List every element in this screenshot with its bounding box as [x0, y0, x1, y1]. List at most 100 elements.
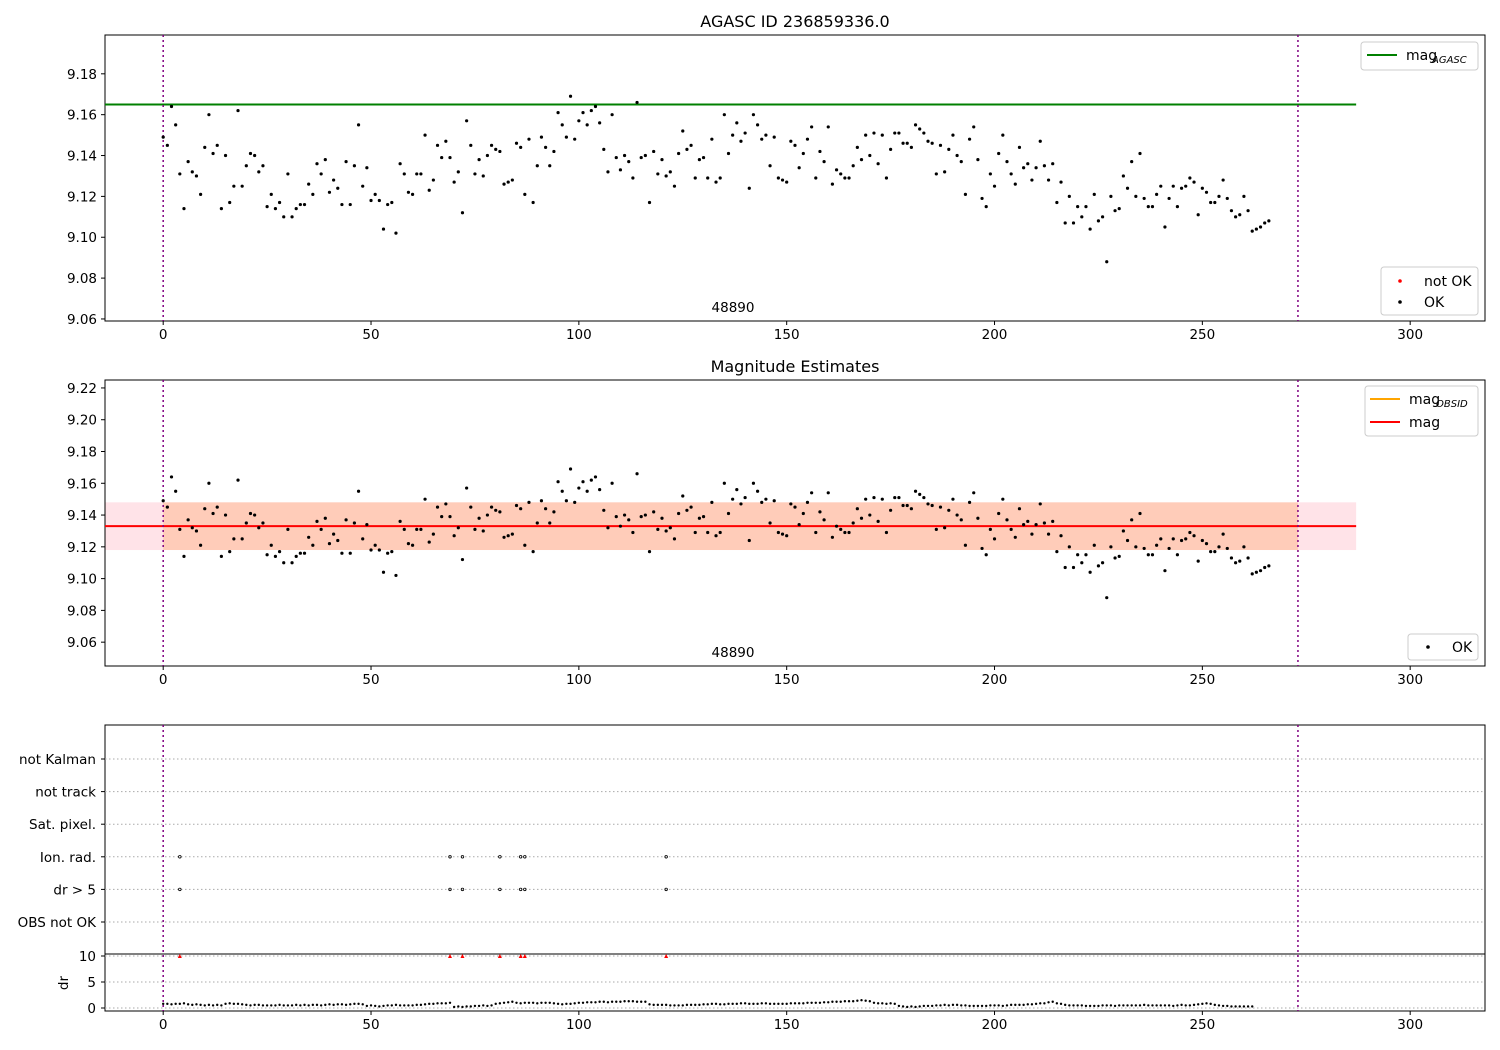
flags-panel: not Kalman not track Sat. pixel. Ion. rad. d… — [18, 724, 1486, 1033]
ok-point — [207, 113, 211, 117]
dr-point — [211, 1004, 215, 1007]
ok-point — [992, 537, 997, 541]
x-tick-label: 200 — [982, 672, 1008, 688]
x-tick-label: 100 — [566, 1017, 592, 1033]
flag-point — [498, 855, 502, 859]
ok-point — [1238, 213, 1242, 217]
flag-row-label: not Kalman — [19, 752, 96, 768]
dr-point — [569, 1002, 572, 1006]
ok-point — [277, 550, 282, 554]
ok-point — [955, 153, 959, 158]
ok-point — [244, 164, 248, 168]
ok-point — [710, 500, 714, 504]
ok-point — [602, 147, 606, 151]
ok-point — [186, 518, 190, 522]
dr-point — [669, 1004, 672, 1007]
ok-point — [531, 200, 535, 205]
ok-point — [1238, 559, 1242, 563]
ok-point — [228, 550, 232, 554]
ok-point — [739, 502, 743, 506]
dr-point — [257, 1003, 260, 1007]
dr-point — [1005, 1004, 1009, 1007]
ok-point — [814, 176, 818, 180]
ok-point — [681, 129, 685, 133]
ok-point — [726, 151, 731, 156]
dr-point — [627, 1000, 630, 1003]
ok-point — [701, 515, 706, 519]
ok-point — [864, 133, 868, 137]
ok-point — [930, 503, 934, 508]
x-tick-label: 250 — [1189, 672, 1215, 688]
dr-outlier-marker — [460, 954, 465, 958]
ok-point — [943, 170, 947, 174]
ok-point — [631, 530, 635, 535]
dr-point — [997, 1004, 1000, 1007]
y-tick-label: 9.14 — [67, 149, 97, 165]
dr-point — [415, 1003, 418, 1007]
ok-point — [1022, 166, 1026, 170]
ok-point — [307, 182, 311, 186]
ok-point — [1209, 550, 1213, 554]
ok-point — [352, 164, 356, 168]
dr-point — [831, 1000, 834, 1003]
y-tick-label: 0 — [87, 1001, 96, 1017]
dr-point — [282, 1004, 285, 1007]
ok-point — [1100, 561, 1105, 565]
ok-point — [1038, 502, 1042, 506]
ok-point — [751, 481, 756, 485]
ok-point — [922, 131, 926, 135]
dr-point — [764, 1002, 768, 1005]
ok-point — [481, 529, 485, 533]
ok-point — [1258, 569, 1263, 573]
ok-point — [1217, 194, 1221, 198]
ok-point — [1150, 553, 1155, 557]
ok-point — [1221, 178, 1225, 182]
ok-point — [793, 505, 797, 509]
ok-point — [199, 192, 203, 196]
dr-point — [548, 1001, 551, 1004]
dr-point — [623, 1000, 626, 1003]
dr-point — [394, 1003, 398, 1007]
dr-point — [1034, 1002, 1038, 1006]
ok-point — [1042, 164, 1046, 168]
ok-point — [311, 543, 315, 547]
ok-point — [282, 215, 286, 219]
ok-point — [1121, 529, 1125, 533]
dr-point — [191, 1003, 194, 1007]
ok-point — [905, 503, 909, 508]
ok-point — [656, 172, 660, 176]
ok-point — [361, 537, 365, 541]
ok-point — [1159, 537, 1163, 541]
ok-point — [215, 505, 219, 509]
dr-point — [224, 1002, 227, 1006]
ok-point — [1109, 545, 1113, 549]
ok-point — [452, 180, 456, 184]
ok-point — [764, 133, 768, 137]
dr-point — [428, 1002, 431, 1006]
dr-point — [407, 1004, 410, 1007]
x-tick-label: 100 — [566, 327, 592, 343]
dr-point — [161, 1002, 165, 1006]
ok-point — [1130, 160, 1134, 164]
ok-point — [834, 524, 839, 528]
ok-point — [963, 543, 968, 547]
ok-point — [598, 488, 602, 492]
ok-point — [1179, 186, 1184, 190]
ok-point — [1150, 205, 1155, 209]
dr-point — [930, 1004, 934, 1008]
ok-point — [423, 497, 427, 501]
ok-point — [510, 532, 514, 536]
ok-point — [805, 137, 810, 141]
dr-point — [847, 1000, 851, 1003]
dr-point — [403, 1004, 406, 1007]
dr-point — [939, 1004, 942, 1007]
ok-point — [826, 125, 830, 129]
ok-point — [664, 529, 668, 533]
ok-point — [851, 164, 855, 168]
ok-point — [356, 489, 361, 493]
ok-point — [390, 200, 394, 205]
ok-point — [581, 480, 585, 484]
dr-point — [964, 1004, 967, 1007]
dr-point — [311, 1003, 315, 1007]
y-tick-label: 9.08 — [67, 271, 97, 287]
